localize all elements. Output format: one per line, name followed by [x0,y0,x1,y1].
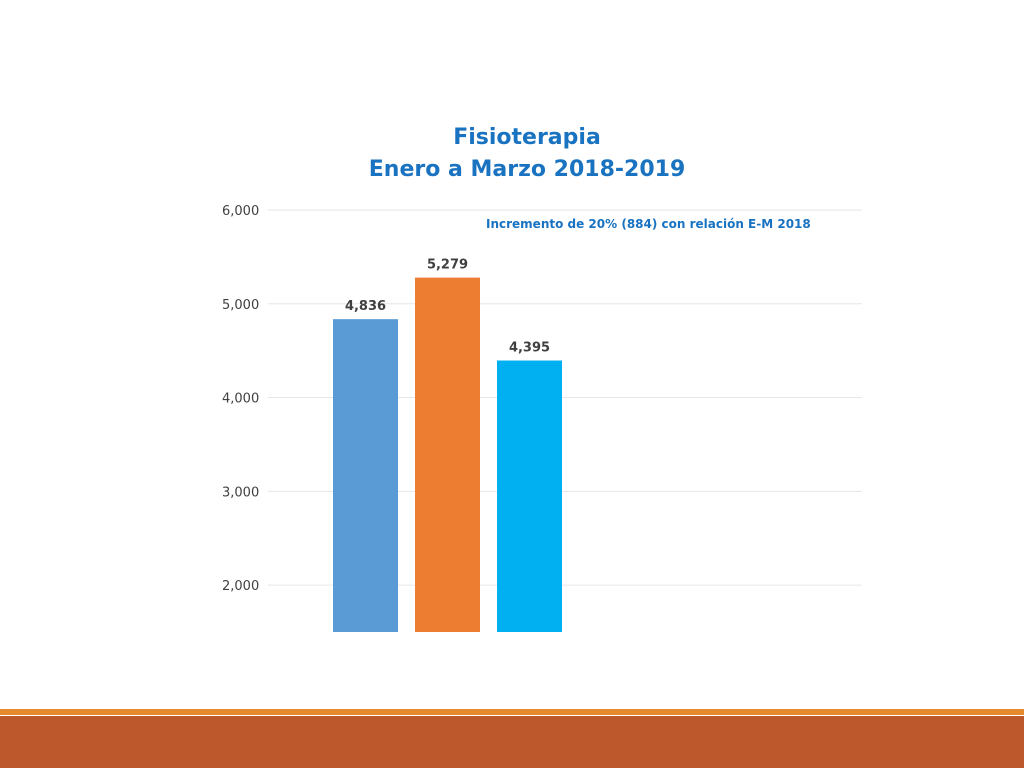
bar [415,277,480,632]
y-tick-label: 2,000 [222,579,259,594]
footer-accent-line [0,709,1024,715]
chart-title-block: Fisioterapia Enero a Marzo 2018-2019 [0,122,1024,186]
y-tick-label: 6,000 [222,204,259,219]
footer-band [0,716,1024,768]
data-label: 4,836 [345,299,386,314]
bar-chart: 2,000 3,000 4,000 5,000 6,000 4,836 5,279 4,395… [222,204,862,632]
data-label: 4,395 [509,341,550,356]
bar [333,319,398,632]
y-tick-label: 5,000 [222,298,259,313]
y-tick-label: 3,000 [222,485,259,500]
bar [497,360,562,632]
chart-subtitle: Enero a Marzo 2018-2019 [368,157,686,182]
y-tick-label: 4,000 [222,392,259,407]
chart-annotation: Incremento de 20% (884) con relación E-M… [486,217,811,231]
data-label: 5,279 [427,258,468,273]
chart-title: Fisioterapia [453,125,601,150]
